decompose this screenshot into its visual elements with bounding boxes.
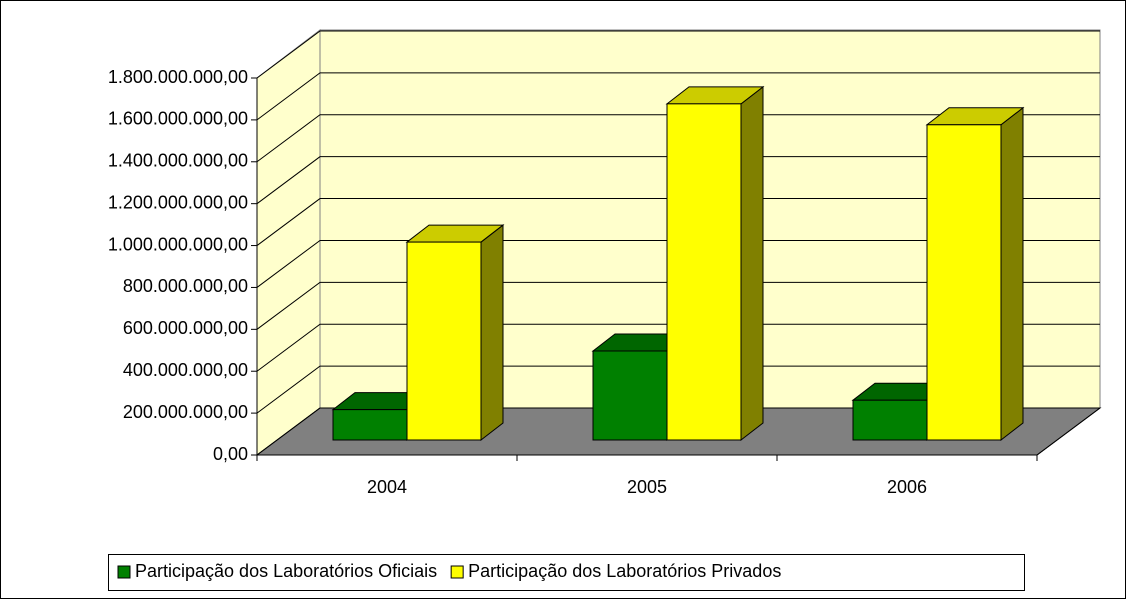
grid-line xyxy=(256,156,1100,205)
y-tick-label: 800.000.000,00 xyxy=(123,276,248,296)
x-tick-label: 2006 xyxy=(887,477,927,497)
bar-front xyxy=(592,350,668,441)
y-tick-label: 400.000.000,00 xyxy=(123,360,248,380)
y-tick-label: 1.200.000.000,00 xyxy=(108,192,248,212)
y-tick-label: 1.400.000.000,00 xyxy=(108,151,248,171)
bar-front xyxy=(332,409,408,441)
grid-line xyxy=(256,281,1100,330)
bar xyxy=(665,85,765,442)
y-tick-label: 0,00 xyxy=(213,444,248,464)
legend-swatch xyxy=(450,565,464,579)
grid-line xyxy=(256,30,1100,79)
y-tick-label: 1.800.000.000,00 xyxy=(108,67,248,87)
bar-front xyxy=(852,399,928,441)
legend-box xyxy=(108,554,1025,591)
y-tick-label: 1.000.000.000,00 xyxy=(108,234,248,254)
y-tick-label: 600.000.000,00 xyxy=(123,318,248,338)
grid-line xyxy=(256,72,1100,121)
bar xyxy=(405,224,505,442)
x-tick-label: 2005 xyxy=(627,477,667,497)
grid-line xyxy=(256,239,1100,288)
grid-line xyxy=(256,114,1100,163)
bar-side xyxy=(1000,106,1024,442)
y-tick-label: 200.000.000,00 xyxy=(123,402,248,422)
legend-label: Participação dos Laboratórios Privados xyxy=(468,561,781,581)
grid-line xyxy=(256,407,1100,456)
bar-side xyxy=(740,85,764,442)
bar-side xyxy=(480,224,504,442)
legend-swatch xyxy=(117,565,131,579)
bar xyxy=(925,106,1025,442)
bar-front xyxy=(926,124,1002,441)
side-wall xyxy=(256,28,321,456)
grid-line xyxy=(256,198,1100,246)
y-tick-label: 1.600.000.000,00 xyxy=(108,109,248,129)
grid-line xyxy=(256,323,1100,372)
bar-front xyxy=(406,241,482,441)
bar-front xyxy=(666,103,742,441)
grid-line xyxy=(256,365,1100,414)
x-tick-label: 2004 xyxy=(367,477,407,497)
legend-label: Participação dos Laboratórios Oficiais xyxy=(135,561,437,581)
